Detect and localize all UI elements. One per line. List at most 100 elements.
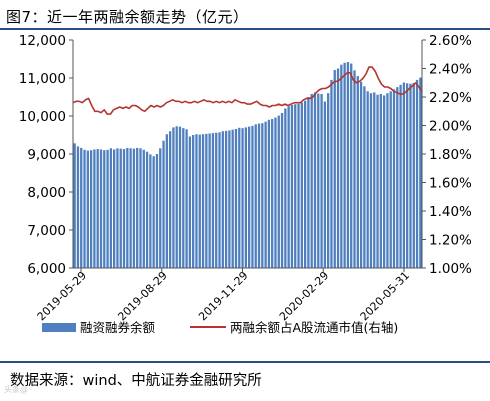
- bar: [195, 134, 198, 268]
- bar: [96, 149, 99, 268]
- bar: [382, 95, 386, 268]
- bar: [294, 104, 297, 268]
- bar: [376, 94, 379, 268]
- footer-rule: [0, 361, 490, 363]
- bar: [86, 150, 89, 268]
- chart-title: 图7：近一年两融余额走势（亿元）: [6, 8, 249, 26]
- bar: [211, 133, 215, 268]
- y-left-tick-label: 10,000: [19, 109, 66, 125]
- bar: [234, 128, 238, 268]
- bar: [280, 112, 284, 269]
- x-tick-label: 2019-05-29: [35, 269, 89, 323]
- legend-line-label: 两融余额占A股流通市值(右轴): [230, 320, 398, 335]
- bar: [389, 91, 392, 268]
- y-right-tick-label: 1.40%: [429, 204, 472, 220]
- bar: [310, 93, 313, 269]
- bar-series: [73, 62, 422, 269]
- bar: [399, 84, 402, 268]
- y-right-tick-label: 1.60%: [429, 176, 472, 192]
- y-left-tick-label: 11,000: [19, 71, 66, 87]
- y-right-tick-labels: 1.00% 1.20% 1.40% 1.60% 1.80% 2.00% 2.20% 2.40%…: [422, 33, 472, 277]
- bar: [113, 149, 116, 268]
- bar: [224, 130, 228, 268]
- bar: [188, 136, 192, 268]
- bar: [168, 131, 172, 268]
- chart: 6,000 7,000 8,000 9,000 10,000 11,000 12,000 1…: [19, 33, 472, 335]
- bar: [172, 127, 175, 269]
- bar: [136, 147, 139, 268]
- bar: [89, 150, 93, 268]
- line-path: [72, 66, 423, 115]
- x-tick-label: 2019-11-29: [196, 269, 250, 323]
- bar: [238, 127, 241, 268]
- y-left-tick-label: 9,000: [27, 147, 66, 163]
- y-right-tick-label: 1.00%: [429, 261, 472, 277]
- legend: 融资融券余额 两融余额占A股流通市值(右轴): [42, 320, 398, 335]
- bar: [340, 64, 343, 268]
- bar: [369, 93, 373, 268]
- bar: [241, 128, 244, 268]
- title-rule: [0, 28, 490, 30]
- bar: [386, 93, 389, 268]
- bar: [247, 126, 251, 268]
- x-tick-label: 2019-08-29: [115, 269, 169, 323]
- bar: [221, 131, 224, 268]
- bar: [261, 123, 264, 268]
- bar: [142, 149, 145, 268]
- bar: [363, 86, 366, 268]
- bar: [320, 93, 323, 269]
- bar: [119, 148, 122, 268]
- bar: [271, 119, 274, 268]
- y-left-tick-label: 6,000: [27, 261, 66, 277]
- bar: [83, 149, 86, 268]
- bar: [76, 146, 80, 268]
- bar: [122, 149, 126, 268]
- bar: [251, 125, 254, 268]
- bar: [218, 132, 221, 268]
- bar: [254, 124, 257, 268]
- bar: [277, 115, 280, 269]
- bar: [159, 148, 162, 268]
- bar: [406, 83, 409, 268]
- bar: [412, 82, 415, 268]
- bar: [257, 123, 261, 268]
- bar: [264, 121, 267, 268]
- line-series: [72, 66, 423, 115]
- bar: [392, 89, 396, 269]
- y-right-tick-label: 2.00%: [429, 119, 472, 135]
- bar: [396, 87, 399, 268]
- bar: [356, 76, 359, 268]
- bar: [244, 127, 248, 269]
- bar: [350, 63, 353, 269]
- x-tick-labels: 2019-05-29 2019-08-29 2019-11-29 2020-02-29…: [35, 268, 412, 323]
- bar: [126, 147, 129, 268]
- y-right-tick-label: 2.60%: [429, 33, 472, 49]
- y-left-tick-label: 8,000: [27, 185, 66, 201]
- bar: [333, 70, 336, 268]
- bar: [73, 143, 76, 268]
- bar: [287, 106, 290, 269]
- bar: [343, 62, 346, 268]
- y-right-tick-label: 2.20%: [429, 90, 472, 106]
- bar: [132, 148, 136, 268]
- bar: [129, 148, 132, 268]
- bar: [359, 81, 363, 268]
- legend-bar-label: 融资融券余额: [80, 320, 156, 335]
- bar: [284, 108, 287, 269]
- bar: [109, 148, 113, 268]
- bar: [409, 83, 412, 268]
- bar: [419, 77, 422, 268]
- bar: [198, 134, 201, 268]
- bar: [307, 97, 310, 268]
- bar: [201, 134, 205, 268]
- bar: [155, 154, 159, 268]
- y-left-tick-label: 7,000: [27, 223, 66, 239]
- y-left-tick-label: 12,000: [19, 33, 66, 49]
- x-tick-label: 2020-02-29: [277, 269, 331, 323]
- bar: [231, 129, 234, 268]
- bar: [99, 149, 103, 268]
- bar: [228, 130, 231, 268]
- y-left-tick-labels: 6,000 7,000 8,000 9,000 10,000 11,000 12,000: [19, 33, 73, 277]
- legend-bar-swatch: [42, 323, 76, 332]
- bar: [139, 148, 142, 268]
